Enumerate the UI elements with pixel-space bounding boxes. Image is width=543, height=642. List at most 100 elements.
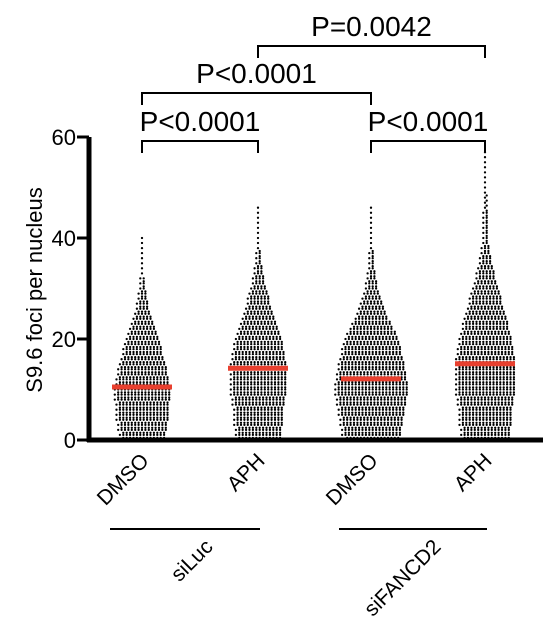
data-point (386, 401, 390, 404)
data-point (147, 332, 150, 336)
data-point (256, 363, 260, 366)
data-point (502, 335, 505, 339)
data-point (161, 426, 164, 429)
data-point (364, 287, 368, 290)
data-point (142, 418, 145, 421)
data-point (250, 330, 253, 333)
data-point (270, 320, 273, 323)
data-point (495, 408, 499, 411)
data-point (352, 418, 356, 421)
data-point (490, 431, 493, 434)
data-point (238, 352, 241, 356)
data-point (363, 312, 366, 315)
data-point (239, 391, 243, 394)
data-point (398, 366, 402, 369)
data-point (159, 413, 162, 416)
data-point (236, 342, 239, 346)
data-point (256, 371, 260, 374)
data-point (156, 381, 159, 384)
data-point (482, 285, 485, 288)
data-point (485, 214, 488, 217)
data-point (488, 406, 492, 409)
data-point (505, 337, 509, 341)
data-point (492, 418, 495, 421)
data-point (130, 340, 133, 344)
data-point (351, 345, 354, 349)
data-point (505, 411, 509, 414)
data-point (267, 386, 270, 389)
data-point (385, 381, 388, 384)
data-point (378, 388, 381, 391)
data-point (395, 408, 398, 411)
data-point (277, 413, 280, 416)
data-point (495, 295, 499, 298)
data-point (256, 406, 260, 409)
data-point (134, 373, 137, 376)
data-point (234, 403, 238, 406)
data-point (339, 401, 342, 404)
series-points (229, 206, 287, 442)
data-point (265, 307, 268, 310)
data-point (488, 340, 492, 344)
data-point (466, 398, 470, 401)
data-point (151, 342, 154, 346)
data-point (477, 292, 480, 295)
data-point (258, 350, 261, 354)
data-point (356, 396, 359, 399)
data-point (164, 373, 167, 376)
data-point (473, 307, 476, 310)
data-point (509, 335, 512, 339)
data-point (383, 355, 386, 359)
data-point (378, 320, 381, 323)
data-point (468, 383, 471, 386)
data-point (140, 310, 144, 313)
data-point (478, 413, 482, 416)
data-point (398, 360, 402, 364)
data-point (130, 398, 133, 401)
data-point (137, 398, 140, 401)
data-point (339, 396, 342, 399)
data-point (369, 418, 373, 421)
data-point (465, 373, 468, 376)
data-point (277, 332, 280, 336)
data-point (374, 317, 378, 320)
data-point (142, 401, 145, 404)
data-point (255, 335, 258, 339)
data-point (465, 411, 468, 414)
data-point (497, 398, 500, 401)
data-point (117, 398, 120, 401)
data-point (250, 312, 253, 315)
data-point (162, 406, 166, 409)
data-point (137, 358, 140, 361)
data-point (272, 327, 275, 331)
data-point (120, 396, 123, 399)
data-point (477, 431, 480, 434)
data-point (480, 398, 483, 401)
data-point (263, 347, 266, 351)
data-point (485, 413, 488, 416)
data-point (263, 285, 266, 288)
data-point (460, 332, 463, 336)
data-point (137, 366, 140, 369)
data-point (156, 431, 159, 434)
data-point (278, 403, 282, 406)
data-point (512, 393, 516, 396)
data-point (152, 433, 156, 437)
data-point (135, 418, 139, 421)
data-point (356, 423, 359, 427)
data-point (250, 411, 253, 414)
data-point (478, 337, 482, 341)
data-point (354, 393, 357, 396)
data-point (275, 350, 278, 354)
data-point (115, 408, 118, 411)
data-point (488, 275, 492, 278)
data-point (145, 345, 149, 349)
data-point (239, 413, 243, 416)
data-point (470, 428, 473, 432)
data-point (374, 280, 378, 283)
data-point (391, 388, 395, 391)
data-point (248, 305, 251, 308)
data-point (494, 398, 497, 401)
data-point (261, 433, 265, 437)
data-point (151, 396, 154, 399)
